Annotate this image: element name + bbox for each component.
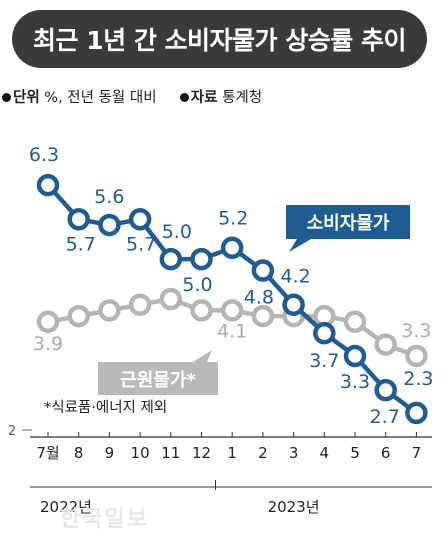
core-legend-label: 근원물가* [120,370,196,391]
source-label: 자료 [190,90,218,106]
cpi-data-label: 3.3 [340,371,370,393]
core-point [220,299,244,322]
x-tick-label: 9 [105,444,115,462]
cpi-data-label: 5.6 [94,186,124,208]
cpi-point [282,293,305,316]
bullet-icon [179,93,189,102]
cpi-point [343,344,367,368]
cpi-point [190,247,213,271]
y-tick-label: 2 [8,424,16,439]
x-tick-label: 1 [227,444,237,462]
x-tick-label: 8 [74,444,84,462]
core-legend-tag [98,362,218,395]
cpi-point [98,213,121,237]
cpi-point [36,173,60,197]
core-point [98,299,121,322]
year-label: 2022년 [40,498,92,516]
title-bar: 최근 1년 간 소비자물가 상승률 추이 [12,10,427,68]
cpi-point [128,208,152,231]
core-legend-pointer [193,350,212,362]
core-point [67,304,90,328]
cpi-data-label: 6.3 [29,144,59,166]
source-value: 통계청 [222,90,263,106]
x-tick-label: 7월 [36,444,59,462]
unit-label: 단위 [13,90,40,106]
core-data-label: 3.3 [401,320,431,342]
cpi-point [251,259,275,282]
core-point [190,299,213,322]
cpi-data-label: 4.8 [244,287,274,309]
cpi-point [405,401,428,425]
core-point [159,287,183,311]
cpi-data-label: 5.0 [182,274,212,296]
chart-meta: 단위 %, 전년 동월 대비 자료 통계청 [2,86,262,107]
core-point [374,333,397,356]
core-point [405,344,428,368]
core-point [343,310,367,334]
x-tick-label: 10 [131,444,150,462]
x-tick-label: 3 [289,444,299,462]
x-tick-label: 12 [192,444,211,462]
x-tick-label: 2 [258,444,268,462]
cpi-point [220,236,244,259]
cpi-point [67,208,90,231]
cpi-data-label: 2.3 [403,368,433,390]
core-data-label: 3.9 [33,333,63,355]
x-tick-label: 11 [161,444,180,462]
core-point [36,310,60,334]
cpi-data-label: 5.7 [66,233,96,255]
unit-value: %, 전년 동월 대비 [44,90,157,106]
x-tick-label: 5 [350,444,360,462]
core-data-label: 4.1 [217,320,247,342]
cpi-data-label: 4.2 [280,266,310,288]
watermark: 한국일보 [60,507,149,532]
cpi-point [374,378,397,402]
core-point [251,304,275,328]
cpi-legend-tag [286,205,410,239]
cpi-data-label: 5.7 [126,233,156,255]
chart-title: 최근 1년 간 소비자물가 상승률 추이 [33,26,406,55]
year-label: 2023년 [268,498,320,516]
cpi-legend-pointer [289,239,311,252]
cpi-point [313,321,336,345]
core-point [128,293,152,316]
bullet-icon [2,93,11,102]
x-tick-label: 6 [381,444,391,462]
x-tick-label: 7 [412,444,422,462]
cpi-data-label: 3.7 [309,350,339,372]
cpi-data-label: 5.0 [162,221,192,243]
x-tick-label: 4 [320,444,330,462]
cpi-data-label: 2.7 [370,406,400,428]
cpi-point [159,247,183,271]
cpi-data-label: 5.2 [218,208,248,230]
cpi-legend-label: 소비자물가 [307,213,390,234]
footnote: *식료품·에너지 제외 [44,399,167,416]
